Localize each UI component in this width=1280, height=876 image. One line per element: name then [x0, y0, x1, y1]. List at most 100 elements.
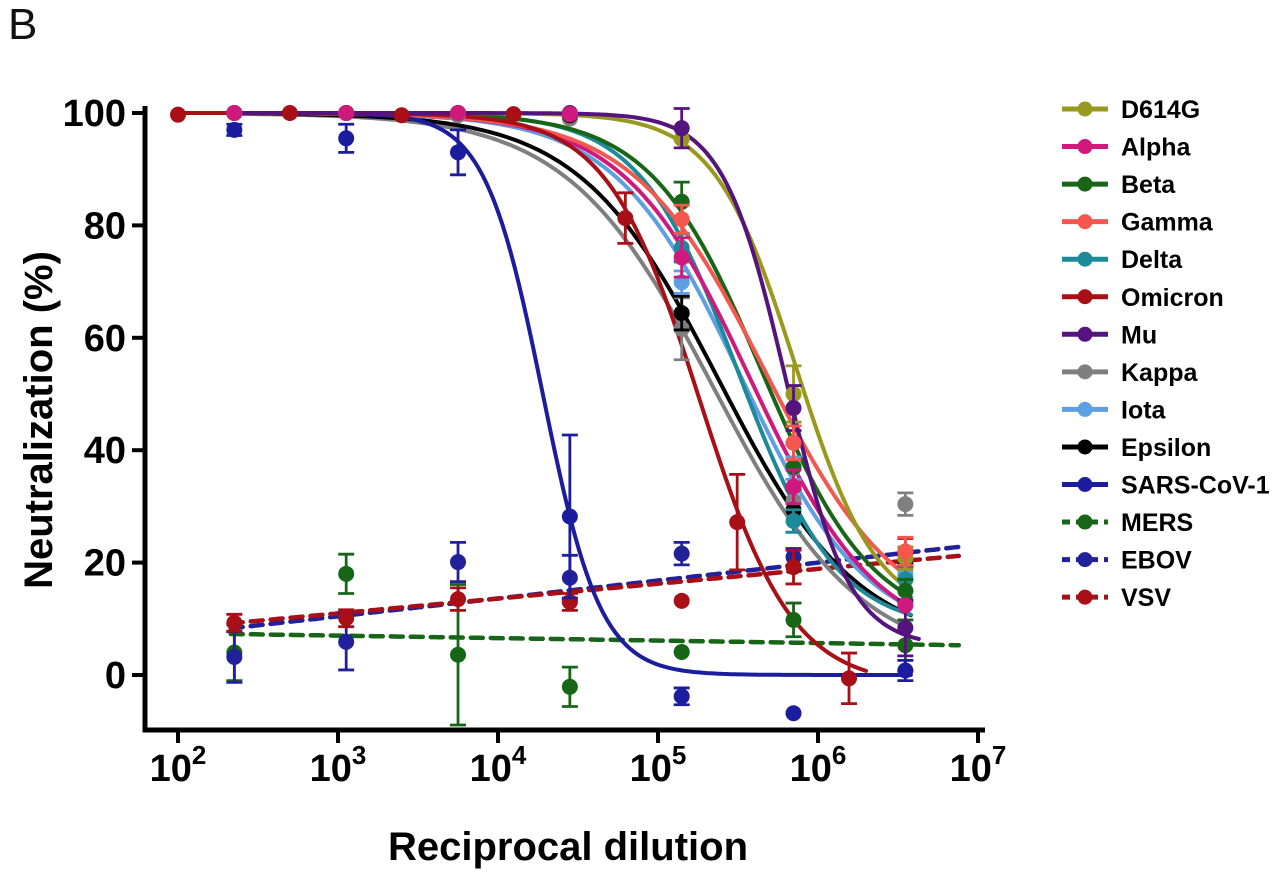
legend-marker-dot: [1077, 139, 1093, 155]
x-tick-label: 103: [310, 740, 367, 790]
legend-label: Mu: [1121, 321, 1157, 349]
plot-area: [170, 105, 962, 727]
legend-item-d614g: D614G: [1062, 96, 1200, 124]
legend-label: Epsilon: [1121, 434, 1211, 462]
axis-spines: [142, 106, 985, 733]
legend-item-delta: Delta: [1062, 246, 1183, 274]
legend-label: Kappa: [1121, 359, 1199, 387]
legend-label: EBOV: [1121, 547, 1192, 575]
legend-label: Beta: [1121, 171, 1176, 199]
data-point-omicron: [617, 210, 634, 227]
legend-marker-dot: [1077, 589, 1093, 605]
x-tick-label: 104: [470, 740, 527, 790]
curve-mers: [228, 631, 962, 648]
legend-marker-dot: [1077, 514, 1093, 530]
data-point-vsv: [226, 614, 243, 631]
data-point-alpha: [897, 597, 914, 614]
data-point-omicron: [729, 514, 746, 531]
data-point-vsv: [338, 610, 355, 627]
legend-marker-dot: [1077, 251, 1093, 267]
data-point-ebov: [673, 545, 690, 562]
panel-label: B: [8, 0, 38, 49]
x-tick-label: 102: [150, 740, 207, 790]
legend-item-epsilon: Epsilon: [1062, 434, 1211, 462]
legend: D614G Alpha Beta Gamma Delta Omicron Mu Kappa Io…: [1062, 96, 1270, 612]
data-point-omicron: [393, 107, 410, 124]
data-point-ebov: [338, 633, 355, 650]
data-point-omicron: [281, 105, 298, 121]
data-point-mers: [673, 643, 690, 660]
x-tick-label: 107: [950, 740, 1007, 790]
data-point-gamma: [673, 211, 690, 228]
legend-marker-dot: [1077, 364, 1093, 380]
data-point-gamma: [897, 543, 914, 560]
data-point-vsv: [673, 592, 690, 609]
legend-label: Gamma: [1121, 209, 1214, 237]
data-point-alpha: [673, 249, 690, 266]
series-alpha: [226, 105, 914, 614]
data-point-kappa: [897, 496, 914, 513]
data-point-ebov: [226, 649, 243, 666]
data-point-mers: [561, 678, 578, 695]
series-sars-cov-1: [226, 121, 914, 722]
y-tick-label: 60: [84, 318, 126, 360]
legend-label: Omicron: [1121, 284, 1224, 312]
x-axis-title: Reciprocal dilution: [388, 825, 748, 869]
x-tick-label: 106: [790, 740, 847, 790]
legend-label: Iota: [1121, 396, 1167, 424]
data-point-sars-cov-1: [226, 121, 243, 138]
y-tick-label: 20: [84, 543, 126, 585]
data-point-alpha: [226, 105, 243, 121]
data-point-omicron: [505, 106, 522, 123]
data-point-sars-cov-1: [561, 508, 578, 525]
y-tick-label: 100: [63, 93, 126, 135]
y-tick-label: 0: [105, 655, 126, 697]
legend-item-beta: Beta: [1062, 171, 1176, 199]
data-point-gamma: [785, 434, 802, 451]
legend-label: D614G: [1121, 96, 1200, 124]
legend-item-iota: Iota: [1062, 396, 1167, 424]
data-point-sars-cov-1: [338, 130, 355, 147]
data-point-alpha: [785, 478, 802, 495]
data-point-alpha: [338, 105, 355, 121]
legend-item-vsv: VSV: [1062, 584, 1171, 612]
legend-marker-dot: [1077, 101, 1093, 117]
legend-label: Alpha: [1121, 134, 1192, 162]
data-point-beta: [897, 582, 914, 599]
data-point-delta: [785, 513, 802, 530]
data-point-sars-cov-1: [450, 144, 467, 161]
data-point-mers: [338, 565, 355, 582]
legend-marker-dot: [1077, 326, 1093, 342]
legend-marker-dot: [1077, 401, 1093, 417]
legend-item-sars-cov-1: SARS-CoV-1: [1062, 472, 1270, 500]
legend-item-kappa: Kappa: [1062, 359, 1199, 387]
curve-mu: [228, 111, 921, 641]
data-point-alpha: [450, 105, 467, 121]
legend-marker-dot: [1077, 552, 1093, 568]
axes: 102 103 104 105 106 107 0 20 40 60 80 100: [63, 93, 1007, 790]
data-point-vsv: [785, 559, 802, 576]
legend-item-ebov: EBOV: [1062, 547, 1192, 575]
legend-item-mu: Mu: [1062, 321, 1157, 349]
data-point-vsv: [450, 591, 467, 608]
legend-label: SARS-CoV-1: [1121, 472, 1270, 500]
data-point-mers: [785, 611, 802, 628]
data-point-mers: [450, 646, 467, 663]
legend-label: MERS: [1121, 509, 1193, 537]
data-point-sars-cov-1: [897, 662, 914, 679]
data-point-mu: [785, 400, 802, 417]
legend-marker-dot: [1077, 439, 1093, 455]
y-tick-label: 80: [84, 205, 126, 247]
y-axis-title: Neutralization (%): [17, 251, 61, 589]
legend-item-mers: MERS: [1062, 509, 1193, 537]
legend-marker-dot: [1077, 289, 1093, 305]
data-point-mu: [673, 120, 690, 137]
legend-label: VSV: [1121, 584, 1171, 612]
legend-marker-dot: [1077, 214, 1093, 230]
legend-marker-dot: [1077, 477, 1093, 492]
data-point-omicron: [841, 670, 858, 687]
data-point-omicron: [170, 106, 186, 123]
data-point-sars-cov-1: [673, 688, 690, 705]
